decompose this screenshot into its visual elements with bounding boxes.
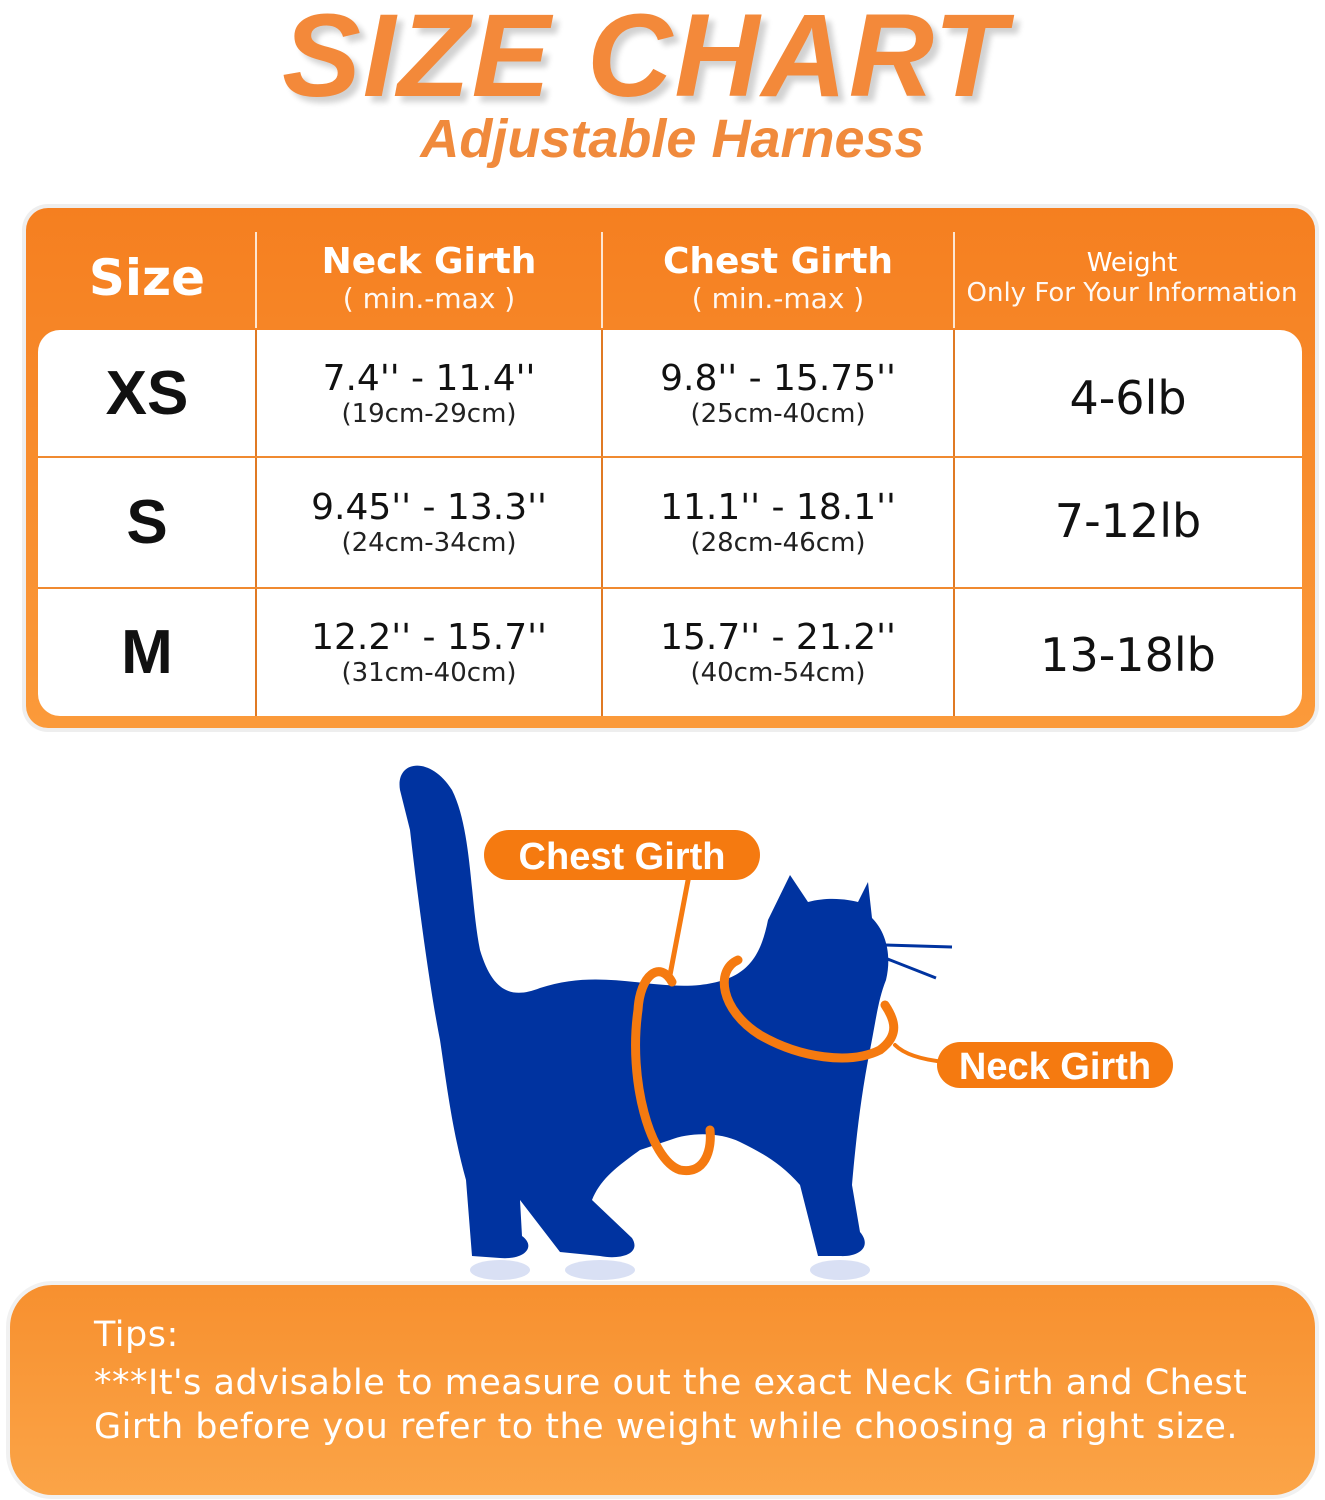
row-s-size: S — [126, 488, 168, 557]
header-neck-label: Neck Girth — [321, 241, 537, 282]
header-chest-label: Chest Girth — [662, 241, 894, 282]
row-s-chest: 11.1'' - 18.1'' (28cm-46cm) — [602, 458, 954, 587]
chest-callout-pointer — [667, 867, 693, 978]
chest-cm: (28cm-46cm) — [690, 528, 866, 558]
neck-cm: (31cm-40cm) — [341, 658, 517, 688]
divider — [953, 330, 955, 716]
divider — [255, 232, 257, 328]
cat-measurement-diagram: Chest Girth Neck Girth — [399, 765, 1173, 1280]
cat-silhouette — [399, 765, 889, 1259]
divider — [38, 456, 1302, 458]
tips-box: Tips: ***It's advisable to measure out t… — [10, 1285, 1315, 1495]
chest-inches: 9.8'' - 15.75'' — [660, 357, 896, 399]
row-xs-chest: 9.8'' - 15.75'' (25cm-40cm) — [602, 330, 954, 456]
row-xs-size: XS — [105, 358, 189, 428]
neck-inches: 9.45'' - 13.3'' — [311, 487, 547, 528]
tips-line-1: ***It's advisable to measure out the exa… — [94, 1363, 1248, 1403]
divider — [953, 232, 955, 328]
chest-cm: (25cm-40cm) — [690, 398, 866, 429]
page-subtitle: Adjustable Harness — [420, 109, 925, 169]
chest-girth-loop — [631, 967, 715, 1176]
row-m-weight: 13-18lb — [1040, 627, 1216, 682]
tips-heading: Tips: — [94, 1315, 179, 1355]
chest-girth-label: Chest Girth — [519, 836, 726, 878]
header-size: Size — [38, 228, 256, 328]
neck-callout-pointer — [893, 1043, 947, 1064]
neck-inches: 12.2'' - 15.7'' — [311, 617, 547, 658]
divider — [601, 330, 603, 716]
divider — [38, 587, 1302, 589]
divider — [601, 232, 603, 328]
row-m-size: M — [121, 618, 173, 687]
row-s-neck: 9.45'' - 13.3'' (24cm-34cm) — [256, 458, 602, 587]
neck-cm: (24cm-34cm) — [341, 528, 517, 558]
neck-girth-label: Neck Girth — [959, 1046, 1151, 1088]
chest-girth-callout: Chest Girth — [484, 830, 760, 880]
header-weight-sub: Only For Your Information — [966, 278, 1298, 308]
header-neck-girth: Neck Girth ( min.-max ) — [256, 228, 602, 328]
neck-girth-loop — [719, 955, 899, 1063]
row-m-chest: 15.7'' - 21.2'' (40cm-54cm) — [602, 589, 954, 716]
row-xs-weight: 4-6lb — [1069, 371, 1187, 425]
row-s-weight: 7-12lb — [1054, 493, 1202, 548]
cat-shadow — [470, 1260, 870, 1280]
header-chest-girth: Chest Girth ( min.-max ) — [602, 228, 954, 328]
size-table-body — [38, 330, 1302, 716]
header-neck-sub: ( min.-max ) — [342, 282, 516, 315]
neck-girth-callout: Neck Girth — [937, 1042, 1173, 1088]
chest-inches: 15.7'' - 21.2'' — [660, 617, 896, 658]
header-weight: Weight Only For Your Information — [954, 228, 1310, 328]
whiskers — [884, 943, 953, 980]
neck-cm: (19cm-29cm) — [341, 398, 517, 429]
row-m-neck: 12.2'' - 15.7'' (31cm-40cm) — [256, 589, 602, 716]
header-weight-label: Weight — [1086, 248, 1178, 278]
chest-cm: (40cm-54cm) — [690, 658, 866, 688]
header-size-label: Size — [88, 249, 206, 307]
divider — [255, 330, 257, 716]
neck-inches: 7.4'' - 11.4'' — [322, 357, 536, 399]
header-chest-sub: ( min.-max ) — [691, 282, 865, 315]
row-xs-neck: 7.4'' - 11.4'' (19cm-29cm) — [256, 330, 602, 456]
page-title: SIZE CHART — [282, 0, 1008, 122]
tips-line-2: Girth before you refer to the weight whi… — [94, 1407, 1239, 1447]
chest-inches: 11.1'' - 18.1'' — [660, 487, 896, 528]
